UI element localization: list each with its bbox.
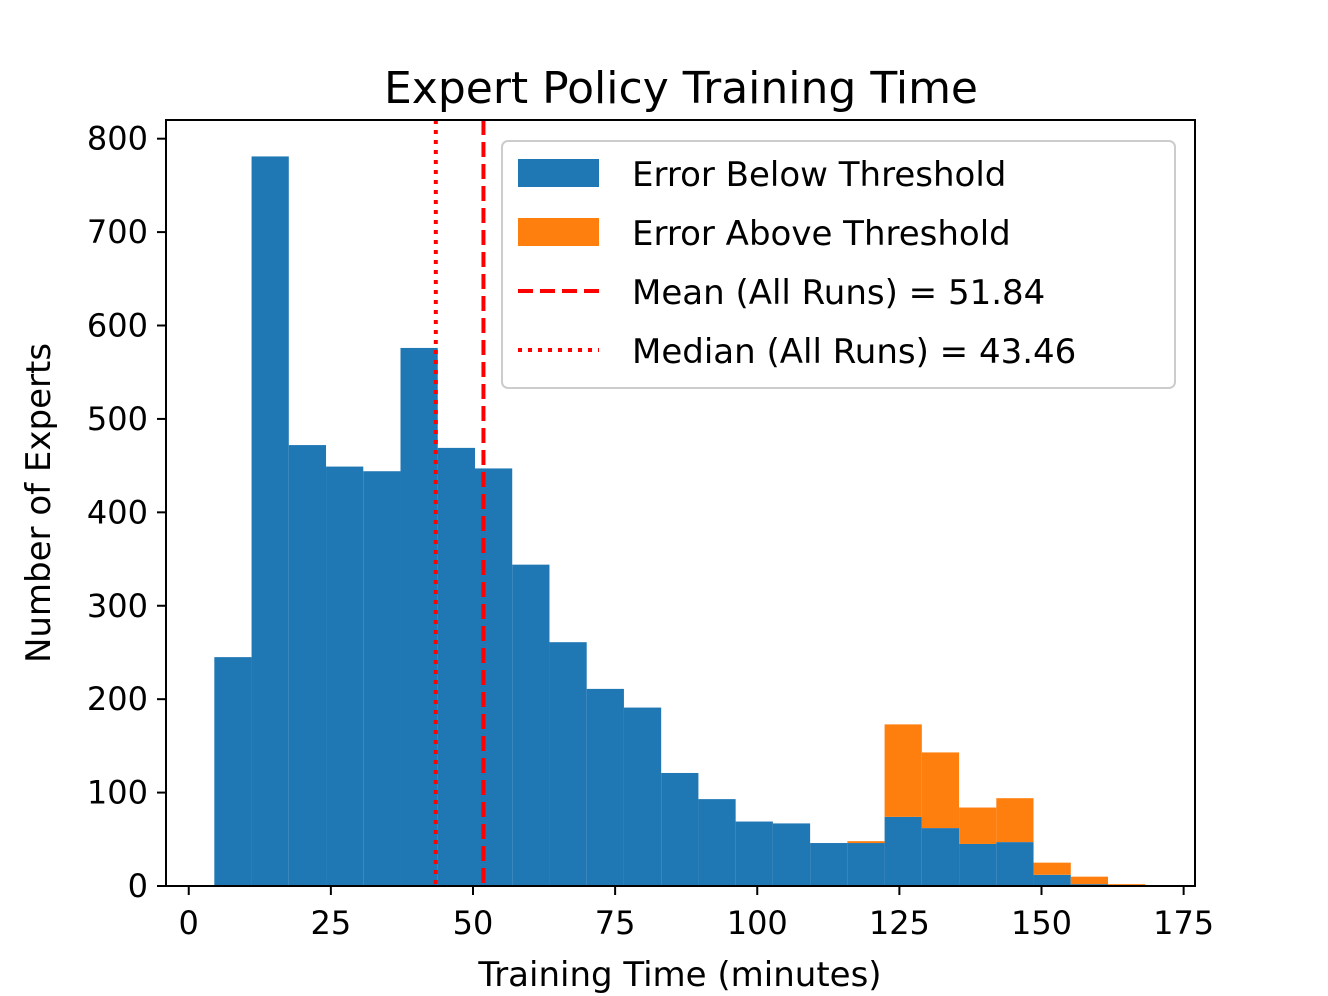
bar-below-threshold [623,707,662,886]
bar-below-threshold [363,471,401,886]
legend-label-mean: Mean (All Runs) = 51.84 [632,273,1045,313]
bar-below-threshold [884,816,922,886]
bar-above-threshold [1033,862,1071,875]
bar-below-threshold [586,688,624,886]
legend-swatch-below [518,159,599,187]
x-axis-ticks: 0 25 50 75 100 125 150 175 [179,886,1214,942]
bar-below-threshold [251,156,289,886]
legend-label-median: Median (All Runs) = 43.46 [632,332,1076,372]
bar-above-threshold [996,798,1034,843]
x-tick-label: 150 [1011,904,1072,942]
bar-below-threshold [698,799,736,886]
y-tick-label: 600 [87,307,148,345]
y-tick-label: 400 [87,493,148,531]
bar-below-threshold [661,772,699,886]
bar-below-threshold [512,564,550,886]
bar-below-threshold [400,347,438,886]
bar-below-threshold [326,466,364,886]
bar-above-threshold [884,724,922,817]
bar-below-threshold [735,821,773,886]
legend-box [501,140,1176,389]
bar-above-threshold [921,752,960,829]
bar-below-threshold [921,828,960,886]
x-tick-label: 100 [727,904,788,942]
x-tick-label: 0 [179,904,199,942]
bar-below-threshold [549,642,587,886]
bar-above-threshold [1070,876,1109,885]
y-axis-ticks: 0 100 200 300 400 500 600 700 800 [87,120,166,905]
chart-title: Expert Policy Training Time [384,63,978,114]
legend: Error Below Threshold Error Above Thresh… [501,140,1176,389]
x-tick-label: 25 [311,904,352,942]
reference-lines-layer [433,120,486,886]
x-tick-label: 50 [453,904,494,942]
bar-below-threshold [772,823,811,886]
legend-label-below: Error Below Threshold [632,155,1006,195]
y-axis-label: Number of Experts [19,343,59,663]
legend-swatch-above [518,218,599,246]
bar-below-threshold [288,445,327,886]
y-tick-label: 800 [87,120,148,158]
y-tick-label: 100 [87,774,148,812]
y-tick-label: 700 [87,213,148,251]
bars-layer [214,156,1146,886]
bar-below-threshold [1033,874,1071,886]
x-tick-label: 125 [869,904,930,942]
bar-below-threshold [810,843,848,886]
y-tick-label: 300 [87,587,148,625]
x-tick-label: 75 [595,904,636,942]
bar-below-threshold [847,843,885,886]
bar-below-threshold [474,468,513,886]
bar-below-threshold [437,447,475,886]
bar-above-threshold [959,807,997,844]
plot-frame [165,119,1196,887]
y-tick-label: 200 [87,680,148,718]
y-tick-label: 0 [128,867,148,905]
x-tick-label: 175 [1153,904,1214,942]
bar-above-threshold [847,841,885,844]
legend-label-above: Error Above Threshold [632,214,1011,254]
x-axis-label: Training Time (minutes) [477,955,881,995]
bar-below-threshold [996,842,1034,886]
bar-below-threshold [214,657,252,886]
bar-below-threshold [959,843,997,886]
y-tick-label: 500 [87,400,148,438]
